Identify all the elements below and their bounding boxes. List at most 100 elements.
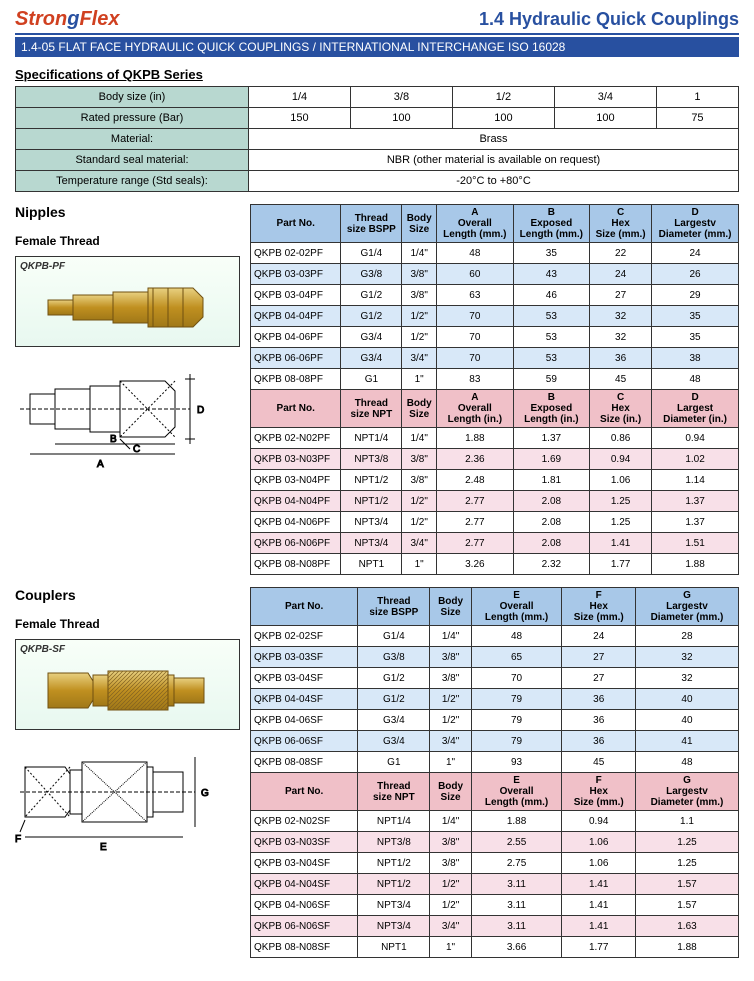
spec-title: Specifications of QKPB Series <box>15 67 739 82</box>
col-header: Threadsize BSPP <box>341 205 402 243</box>
data-cell: 3/8" <box>430 647 471 668</box>
data-cell: 1.41 <box>562 895 636 916</box>
svg-text:A: A <box>97 459 104 470</box>
data-cell: 2.36 <box>437 449 514 470</box>
data-cell: 1.25 <box>635 853 738 874</box>
data-cell: 53 <box>513 306 590 327</box>
data-cell: 48 <box>437 243 514 264</box>
data-cell: G1/2 <box>341 306 402 327</box>
data-cell: 79 <box>471 689 562 710</box>
col-header: FHexSize (mm.) <box>562 773 636 811</box>
data-cell: 3/4" <box>402 533 437 554</box>
data-cell: QKPB 08-N08PF <box>251 554 341 575</box>
coupler-diagram: G E F <box>15 742 240 852</box>
data-cell: 1" <box>402 554 437 575</box>
data-cell: NPT1/2 <box>358 874 430 895</box>
data-cell: 46 <box>513 285 590 306</box>
data-cell: QKPB 02-02PF <box>251 243 341 264</box>
data-cell: 1/2" <box>402 327 437 348</box>
data-cell: 60 <box>437 264 514 285</box>
nipples-heading: Nipples <box>15 204 240 220</box>
data-cell: 3/4" <box>402 348 437 369</box>
data-cell: 0.94 <box>652 428 739 449</box>
data-cell: 3/8" <box>402 449 437 470</box>
data-cell: 1.88 <box>652 554 739 575</box>
data-cell: 1.41 <box>562 916 636 937</box>
data-cell: 27 <box>562 647 636 668</box>
data-cell: 40 <box>635 710 738 731</box>
data-cell: QKPB 02-N02SF <box>251 811 358 832</box>
data-cell: G1/2 <box>358 668 430 689</box>
nipple-image-box: QKPB-PF <box>15 256 240 347</box>
data-cell: 3/8" <box>430 668 471 689</box>
col-header: AOverallLength (in.) <box>437 390 514 428</box>
data-cell: G1 <box>341 369 402 390</box>
data-cell: 1/4" <box>430 811 471 832</box>
spec-label: Standard seal material: <box>16 150 249 171</box>
col-header: AOverallLength (mm.) <box>437 205 514 243</box>
col-header: Part No. <box>251 588 358 626</box>
data-cell: 38 <box>652 348 739 369</box>
data-cell: 1/4" <box>402 243 437 264</box>
svg-text:B: B <box>110 434 117 445</box>
data-cell: NPT1/4 <box>358 811 430 832</box>
data-cell: 3/4" <box>430 916 471 937</box>
data-cell: 70 <box>437 306 514 327</box>
data-cell: 1.25 <box>635 832 738 853</box>
data-cell: 1/2" <box>430 895 471 916</box>
data-cell: 1.41 <box>562 874 636 895</box>
data-cell: 27 <box>562 668 636 689</box>
data-cell: 3/8" <box>430 853 471 874</box>
data-cell: 1/2" <box>402 306 437 327</box>
data-cell: QKPB 04-04PF <box>251 306 341 327</box>
data-cell: 93 <box>471 752 562 773</box>
data-cell: 0.86 <box>590 428 652 449</box>
data-cell: G1/2 <box>341 285 402 306</box>
data-cell: 32 <box>635 647 738 668</box>
spec-value: 150 <box>249 108 351 129</box>
col-header: DLargestDiameter (in.) <box>652 390 739 428</box>
col-header: DLargestvDiameter (mm.) <box>652 205 739 243</box>
data-cell: 3/8" <box>430 832 471 853</box>
data-cell: 1.88 <box>437 428 514 449</box>
data-cell: 43 <box>513 264 590 285</box>
data-cell: 32 <box>590 306 652 327</box>
data-cell: 1.06 <box>562 832 636 853</box>
data-cell: 1" <box>430 937 471 958</box>
data-cell: 70 <box>437 327 514 348</box>
nipples-table: Part No.Threadsize BSPPBodySizeAOverallL… <box>250 204 739 575</box>
data-cell: 41 <box>635 731 738 752</box>
spec-table: Body size (in)1/43/81/23/41Rated pressur… <box>15 86 739 192</box>
page-title: 1.4 Hydraulic Quick Couplings <box>479 9 739 30</box>
col-header: BodySize <box>430 588 471 626</box>
data-cell: QKPB 03-N04SF <box>251 853 358 874</box>
spec-value: 1 <box>656 87 738 108</box>
col-header: Threadsize NPT <box>358 773 430 811</box>
spec-value: -20°C to +80°C <box>249 171 739 192</box>
spec-value: 100 <box>350 108 452 129</box>
spec-value: 1/4 <box>249 87 351 108</box>
data-cell: QKPB 04-06PF <box>251 327 341 348</box>
data-cell: G3/4 <box>358 731 430 752</box>
data-cell: 1" <box>402 369 437 390</box>
col-header: BExposedLength (in.) <box>513 390 590 428</box>
data-cell: 1.57 <box>635 874 738 895</box>
data-cell: QKPB 06-06PF <box>251 348 341 369</box>
data-cell: NPT1/2 <box>341 470 402 491</box>
data-cell: 70 <box>471 668 562 689</box>
data-cell: 3/8" <box>402 285 437 306</box>
data-cell: NPT3/8 <box>341 449 402 470</box>
data-cell: QKPB 03-N03PF <box>251 449 341 470</box>
data-cell: 1.25 <box>590 512 652 533</box>
col-header: EOverallLength (mm.) <box>471 773 562 811</box>
data-cell: 1/2" <box>430 710 471 731</box>
data-cell: QKPB 04-N04SF <box>251 874 358 895</box>
svg-text:E: E <box>100 842 107 853</box>
data-cell: 1.51 <box>652 533 739 554</box>
data-cell: QKPB 04-N06PF <box>251 512 341 533</box>
data-cell: NPT3/8 <box>358 832 430 853</box>
data-cell: 83 <box>437 369 514 390</box>
col-header: Threadsize NPT <box>341 390 402 428</box>
couplers-heading: Couplers <box>15 587 240 603</box>
svg-text:D: D <box>197 405 204 416</box>
